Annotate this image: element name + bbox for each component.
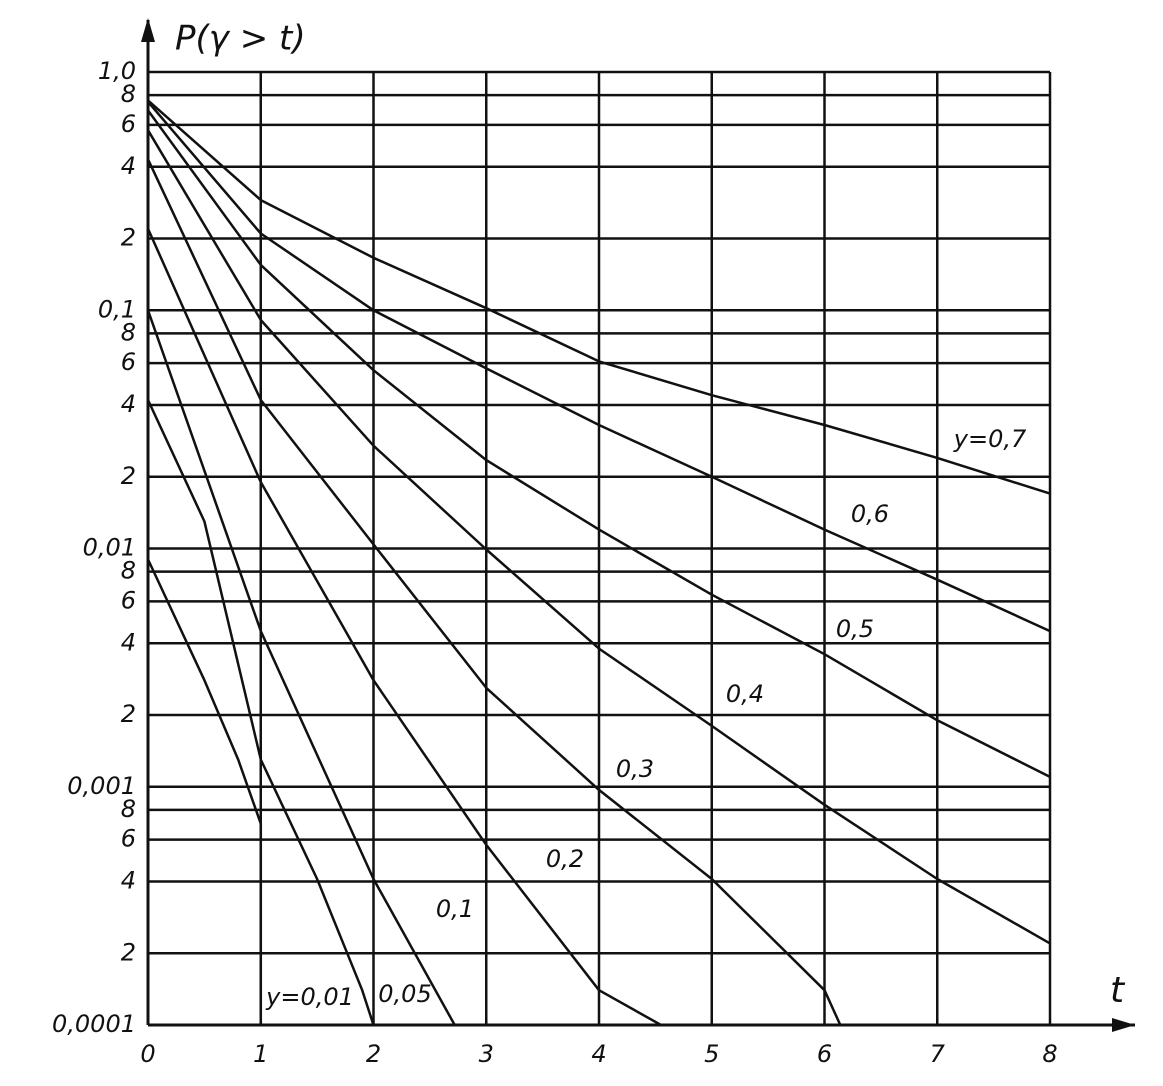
y-tick-label: 0,0001 bbox=[52, 1010, 136, 1038]
y-tick-label: 0,1 bbox=[98, 295, 136, 323]
curve bbox=[147, 100, 1051, 633]
curve bbox=[146, 399, 375, 1026]
y-tick-label: 8 bbox=[121, 318, 136, 346]
curve-label: 0,6 bbox=[851, 500, 889, 528]
curve-label: 0,05 bbox=[378, 980, 431, 1008]
curve bbox=[147, 99, 1051, 495]
curve bbox=[146, 129, 1051, 945]
y-tick-label: 6 bbox=[121, 586, 136, 614]
y-tick-label: 2 bbox=[121, 224, 136, 252]
y-tick-label: 2 bbox=[121, 462, 136, 490]
x-arrow bbox=[1112, 1018, 1135, 1032]
curve-label: 0,2 bbox=[546, 845, 584, 873]
y-tick-label: 6 bbox=[121, 825, 136, 853]
curve bbox=[146, 109, 1051, 779]
x-tick-label: 6 bbox=[817, 1040, 832, 1068]
y-tick-label: 4 bbox=[121, 390, 136, 418]
y-arrow bbox=[141, 18, 155, 42]
curve-label: y=0,7 bbox=[953, 425, 1027, 453]
curve bbox=[146, 558, 263, 1025]
y-tick-label: 0,01 bbox=[83, 534, 136, 562]
curve bbox=[146, 309, 456, 1026]
x-tick-label: 3 bbox=[479, 1040, 494, 1068]
x-axis-label: t bbox=[1110, 970, 1126, 1011]
x-tick-label: 0 bbox=[140, 1040, 155, 1068]
y-tick-label: 0,001 bbox=[67, 772, 136, 800]
y-tick-label: 2 bbox=[121, 700, 136, 728]
x-tick-label: 5 bbox=[704, 1040, 719, 1068]
x-tick-label: 2 bbox=[366, 1040, 381, 1068]
x-tick-label: 7 bbox=[930, 1040, 946, 1068]
x-tick-label: 4 bbox=[591, 1040, 606, 1068]
y-tick-label: 8 bbox=[121, 80, 136, 108]
curve-label: 0,5 bbox=[836, 615, 874, 643]
y-tick-label: 6 bbox=[121, 110, 136, 138]
curve-label: y=0,01 bbox=[265, 983, 354, 1011]
y-tick-label: 2 bbox=[121, 938, 136, 966]
curve-label: 0,4 bbox=[726, 680, 764, 708]
y-tick-label: 1,0 bbox=[98, 57, 136, 85]
curve bbox=[146, 228, 662, 1027]
curve bbox=[146, 158, 842, 1026]
curve-label: 0,1 bbox=[436, 895, 474, 923]
y-tick-label: 4 bbox=[121, 628, 136, 656]
y-tick-label: 4 bbox=[121, 152, 136, 180]
y-tick-label: 8 bbox=[121, 557, 136, 585]
y-tick-label: 4 bbox=[121, 867, 136, 895]
x-tick-label: 8 bbox=[1042, 1040, 1057, 1068]
y-tick-label: 6 bbox=[121, 348, 136, 376]
chart-title: P(γ > t) bbox=[175, 19, 306, 59]
x-tick-label: 1 bbox=[253, 1040, 268, 1068]
y-tick-label: 8 bbox=[121, 795, 136, 823]
curve-label: 0,3 bbox=[616, 755, 654, 783]
